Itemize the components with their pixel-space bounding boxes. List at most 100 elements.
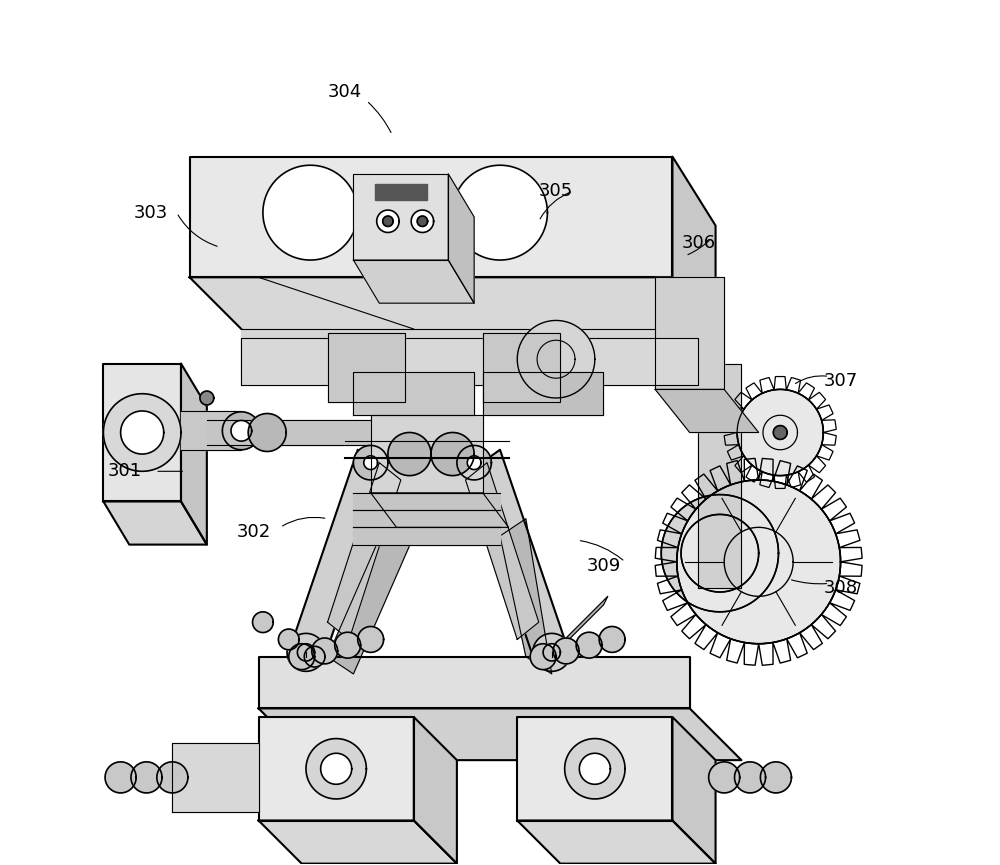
Polygon shape xyxy=(543,596,608,665)
Polygon shape xyxy=(181,363,207,545)
Polygon shape xyxy=(371,493,509,528)
Polygon shape xyxy=(371,415,483,493)
Polygon shape xyxy=(263,165,358,260)
Polygon shape xyxy=(517,717,672,821)
Polygon shape xyxy=(457,445,491,480)
Polygon shape xyxy=(289,644,315,670)
Polygon shape xyxy=(431,432,474,476)
Polygon shape xyxy=(259,708,741,760)
Polygon shape xyxy=(103,394,181,471)
Text: 304: 304 xyxy=(328,83,362,101)
Text: 301: 301 xyxy=(108,462,142,480)
Polygon shape xyxy=(483,333,560,402)
Polygon shape xyxy=(207,420,371,445)
Text: 303: 303 xyxy=(134,203,168,221)
Polygon shape xyxy=(760,762,791,793)
Polygon shape xyxy=(579,753,610,785)
Polygon shape xyxy=(278,629,299,650)
Polygon shape xyxy=(655,389,759,432)
Polygon shape xyxy=(672,717,716,863)
Polygon shape xyxy=(530,644,556,670)
Polygon shape xyxy=(364,456,378,470)
Polygon shape xyxy=(335,632,361,658)
Polygon shape xyxy=(655,278,724,389)
Polygon shape xyxy=(448,174,474,303)
Polygon shape xyxy=(181,411,241,450)
Polygon shape xyxy=(248,413,286,452)
Polygon shape xyxy=(353,174,448,260)
Text: 306: 306 xyxy=(681,234,715,252)
Text: 305: 305 xyxy=(539,182,573,200)
Polygon shape xyxy=(470,450,565,661)
Polygon shape xyxy=(259,657,690,708)
Polygon shape xyxy=(172,743,259,812)
Text: 302: 302 xyxy=(237,522,271,541)
Polygon shape xyxy=(328,519,414,674)
Polygon shape xyxy=(543,644,560,661)
Polygon shape xyxy=(358,626,384,652)
Polygon shape xyxy=(253,612,273,632)
Polygon shape xyxy=(353,493,500,510)
Polygon shape xyxy=(681,515,759,592)
Polygon shape xyxy=(417,216,428,227)
Polygon shape xyxy=(414,717,457,863)
Polygon shape xyxy=(411,210,434,233)
Polygon shape xyxy=(709,762,740,793)
Polygon shape xyxy=(131,762,162,793)
Polygon shape xyxy=(241,337,698,385)
Polygon shape xyxy=(737,389,823,476)
Polygon shape xyxy=(388,432,431,476)
Polygon shape xyxy=(200,391,214,405)
Polygon shape xyxy=(306,739,366,799)
Polygon shape xyxy=(259,821,457,863)
Polygon shape xyxy=(353,372,474,415)
Polygon shape xyxy=(466,463,539,639)
Polygon shape xyxy=(453,165,547,260)
Polygon shape xyxy=(287,633,325,671)
Polygon shape xyxy=(517,821,716,863)
Polygon shape xyxy=(121,411,164,454)
Polygon shape xyxy=(353,445,388,480)
Text: 308: 308 xyxy=(824,579,858,597)
Polygon shape xyxy=(735,762,766,793)
Polygon shape xyxy=(698,363,741,587)
Polygon shape xyxy=(576,632,602,658)
Polygon shape xyxy=(353,510,500,528)
Polygon shape xyxy=(517,320,595,398)
Polygon shape xyxy=(304,646,325,667)
Polygon shape xyxy=(190,278,716,346)
Polygon shape xyxy=(677,480,841,644)
Bar xyxy=(375,184,427,200)
Polygon shape xyxy=(321,753,352,785)
Polygon shape xyxy=(157,762,188,793)
Polygon shape xyxy=(231,420,252,441)
Polygon shape xyxy=(105,762,136,793)
Polygon shape xyxy=(103,363,181,502)
Polygon shape xyxy=(661,495,778,612)
Polygon shape xyxy=(259,717,414,821)
Polygon shape xyxy=(565,739,625,799)
Polygon shape xyxy=(377,210,399,233)
Polygon shape xyxy=(672,157,716,346)
Polygon shape xyxy=(222,412,260,450)
Polygon shape xyxy=(533,633,571,671)
Polygon shape xyxy=(353,260,474,303)
Polygon shape xyxy=(483,372,603,415)
Polygon shape xyxy=(312,638,338,663)
Polygon shape xyxy=(190,157,672,278)
Polygon shape xyxy=(500,519,552,674)
Polygon shape xyxy=(599,626,625,652)
Text: 307: 307 xyxy=(823,372,858,390)
Polygon shape xyxy=(293,450,388,661)
Polygon shape xyxy=(328,333,405,402)
Polygon shape xyxy=(553,638,579,663)
Polygon shape xyxy=(103,502,207,545)
Polygon shape xyxy=(773,426,787,439)
Polygon shape xyxy=(297,644,315,661)
Polygon shape xyxy=(353,528,500,545)
Polygon shape xyxy=(467,456,481,470)
Polygon shape xyxy=(328,463,401,639)
Text: 309: 309 xyxy=(586,557,621,575)
Polygon shape xyxy=(241,329,655,372)
Polygon shape xyxy=(383,216,393,227)
